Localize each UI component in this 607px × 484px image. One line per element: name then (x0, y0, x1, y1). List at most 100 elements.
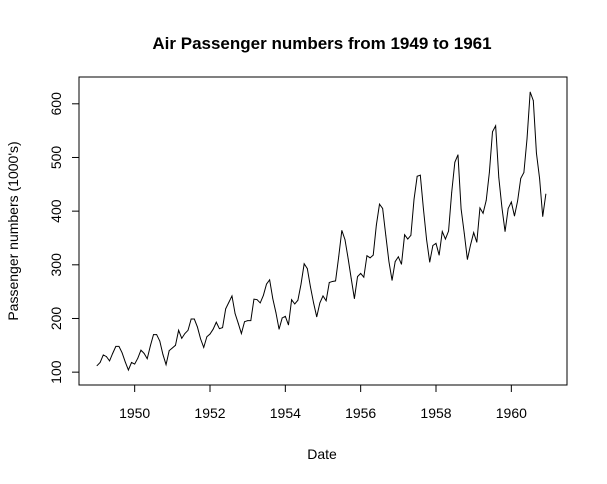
data-point (485, 200, 487, 201)
data-point (240, 333, 242, 334)
data-point (360, 272, 362, 274)
data-point (369, 257, 371, 259)
data-point (131, 362, 132, 363)
data-point (429, 261, 431, 263)
data-point (206, 336, 208, 338)
data-point (492, 131, 493, 133)
data-point (303, 263, 305, 265)
data-point (137, 357, 139, 359)
data-point (372, 254, 374, 256)
data-point (99, 362, 101, 363)
data-point (256, 299, 258, 301)
data-point (407, 238, 409, 240)
data-point (269, 279, 271, 281)
data-point (319, 302, 321, 304)
data-point (539, 178, 540, 179)
data-point (275, 312, 277, 313)
data-point (109, 360, 110, 362)
data-point (281, 317, 283, 319)
data-point (294, 303, 296, 305)
data-point (175, 344, 176, 346)
data-point (272, 298, 274, 300)
data-point (476, 241, 478, 243)
data-point (445, 238, 446, 240)
data-point (347, 257, 349, 259)
data-point (454, 161, 456, 163)
data-point (225, 308, 227, 310)
data-point (96, 365, 98, 367)
data-point (171, 347, 173, 349)
data-point (140, 349, 142, 351)
data-point (190, 318, 192, 320)
data-point (250, 320, 252, 322)
data-point (344, 239, 346, 240)
data-point (479, 207, 481, 209)
data-point (184, 333, 186, 334)
data-point (435, 242, 437, 244)
data-point (394, 261, 396, 262)
data-point (495, 125, 497, 127)
data-point (297, 299, 299, 301)
data-point (382, 208, 384, 209)
data-point (197, 326, 198, 328)
x-tick-label: 1960 (496, 405, 527, 421)
data-point (322, 295, 324, 297)
data-point (153, 334, 154, 335)
data-point (203, 347, 205, 348)
data-point (159, 340, 161, 342)
y-tick-label: 400 (48, 199, 64, 223)
data-point (404, 234, 406, 236)
data-point (165, 364, 167, 366)
data-point (438, 254, 440, 256)
data-point (231, 295, 233, 297)
data-point (338, 256, 340, 258)
data-point (350, 278, 352, 280)
data-point (463, 232, 465, 234)
data-point (234, 313, 236, 315)
data-point (432, 245, 434, 246)
data-point (124, 361, 126, 363)
data-point (200, 338, 201, 340)
data-point (401, 263, 402, 265)
data-point (353, 298, 355, 300)
data-point (325, 300, 327, 302)
data-point (391, 279, 393, 281)
data-point (542, 216, 544, 217)
data-point (498, 176, 500, 178)
data-point (501, 206, 503, 208)
data-point (156, 334, 158, 335)
chart-title: Air Passenger numbers from 1949 to 1961 (152, 34, 491, 53)
data-point (441, 231, 443, 232)
y-tick-label: 200 (48, 307, 64, 331)
data-point (410, 234, 412, 236)
data-point (473, 232, 475, 234)
data-point (134, 363, 136, 365)
data-point (178, 329, 180, 331)
data-point (448, 230, 449, 232)
data-point (357, 276, 358, 278)
data-point (504, 231, 506, 232)
data-point (419, 174, 421, 176)
data-point (266, 283, 267, 285)
data-point (488, 172, 490, 173)
data-point (187, 329, 189, 331)
data-point (466, 259, 468, 260)
y-tick-label: 600 (48, 92, 64, 116)
data-point (388, 261, 390, 262)
data-point (523, 172, 525, 173)
data-point (335, 280, 336, 282)
data-point (115, 345, 117, 347)
y-tick-label: 100 (48, 360, 64, 384)
x-tick-label: 1956 (345, 405, 376, 421)
data-point (143, 352, 145, 354)
data-point (219, 328, 220, 330)
data-point (118, 345, 120, 347)
data-point (193, 318, 195, 320)
data-point (457, 154, 459, 156)
data-point (288, 324, 289, 326)
x-tick-label: 1954 (270, 405, 301, 421)
data-point (328, 282, 330, 283)
data-point (532, 100, 534, 101)
data-point (149, 345, 151, 347)
